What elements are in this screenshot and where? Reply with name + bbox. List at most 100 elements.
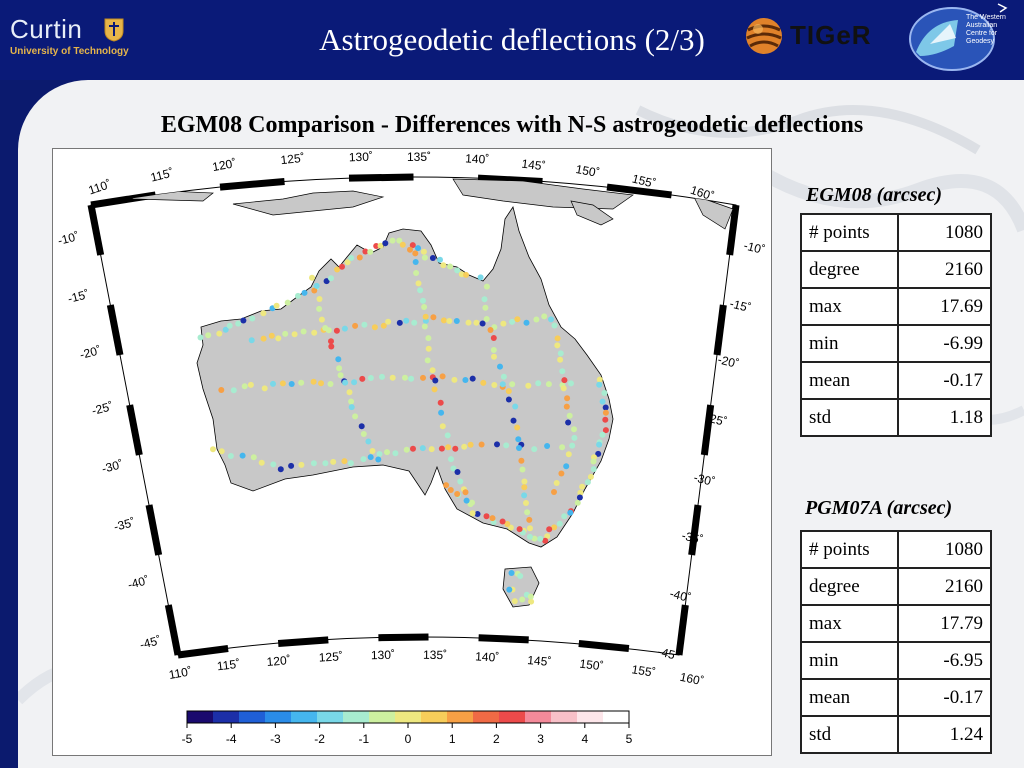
deflection-point	[413, 270, 420, 276]
colorbar-swatch	[499, 711, 526, 723]
deflection-point	[322, 325, 329, 331]
deflection-point	[396, 319, 403, 326]
latitude-label: -40˚	[126, 573, 150, 592]
deflection-point	[351, 379, 358, 386]
deflection-point	[467, 441, 474, 448]
stat-key: # points	[800, 213, 899, 252]
deflection-point	[541, 313, 548, 320]
deflection-point	[438, 409, 445, 416]
deflection-point	[389, 237, 396, 244]
deflection-point	[454, 469, 461, 475]
latitude-label: -15˚	[66, 287, 90, 306]
deflection-point	[451, 376, 458, 383]
deflection-point	[514, 316, 521, 323]
deflection-point	[515, 436, 522, 443]
deflection-point	[226, 322, 233, 329]
deflection-point	[298, 461, 305, 468]
deflection-point	[273, 302, 280, 309]
frame-segment	[477, 174, 543, 185]
deflection-point	[415, 280, 422, 287]
latitude-label: -25˚	[704, 410, 728, 429]
deflection-point	[260, 335, 267, 342]
deflection-point	[399, 241, 406, 248]
longitude-label: 135˚	[407, 150, 431, 164]
deflection-point	[505, 388, 512, 395]
curtin-shield-icon	[104, 18, 124, 42]
deflection-point	[521, 492, 528, 499]
deflection-point	[499, 381, 506, 388]
colorbar-tick-label: 5	[626, 732, 633, 746]
deflection-point	[553, 480, 560, 486]
deflection-point	[336, 365, 343, 372]
deflection-point	[310, 460, 317, 467]
deflection-point	[596, 376, 603, 383]
deflection-point	[561, 377, 568, 384]
deflection-point	[440, 262, 447, 269]
deflection-point	[318, 316, 325, 323]
frame-segment	[713, 304, 727, 356]
deflection-point	[230, 387, 237, 394]
colorbar-swatch	[213, 711, 240, 723]
table-row: min -6.95	[800, 641, 992, 680]
stat-key: min	[800, 324, 899, 363]
colorbar-swatch	[187, 711, 214, 723]
deflection-point	[557, 356, 564, 363]
deflection-point	[437, 399, 444, 406]
colorbar-swatch	[239, 711, 266, 723]
deflection-point	[545, 381, 552, 388]
deflection-point	[249, 315, 256, 322]
deflection-point	[548, 316, 554, 323]
stat-key: mean	[800, 678, 899, 717]
deflection-point	[554, 342, 561, 349]
frame-segment	[700, 404, 715, 456]
stat-value: 1080	[897, 213, 992, 252]
deflection-point	[358, 423, 365, 430]
frame-segment	[478, 634, 529, 644]
deflection-point	[554, 335, 561, 342]
deflection-point	[599, 398, 606, 405]
deflection-point	[444, 432, 451, 439]
longitude-labels-bottom: 110˚ 115˚ 120˚ 125˚ 130˚ 135˚ 140˚ 145˚ 150˚ 155˚…	[168, 648, 705, 689]
deflection-point	[341, 325, 348, 332]
latitude-label: -40˚	[668, 586, 692, 605]
deflection-point	[298, 379, 305, 386]
stat-value: -0.17	[897, 678, 992, 717]
colorbar-swatch	[551, 711, 578, 723]
deflection-point	[563, 463, 570, 470]
colorbar-swatch	[577, 711, 604, 723]
deflection-point	[487, 327, 494, 333]
colorbar-tick-label: 0	[405, 732, 412, 746]
deflection-point	[525, 382, 532, 389]
deflection-point	[579, 483, 586, 490]
frame-segment	[164, 604, 182, 656]
colorbar-tick-label: -4	[226, 732, 237, 746]
stat-value: -6.95	[897, 641, 992, 680]
longitude-label: 150˚	[579, 657, 605, 674]
stat-key: std	[800, 398, 899, 437]
colorbar-swatch	[525, 711, 552, 723]
pgm07a-table-title: PGM07A (arcsec)	[805, 497, 953, 519]
deflection-point	[463, 497, 470, 504]
deflection-point	[389, 374, 396, 381]
stat-value: 2160	[897, 567, 992, 606]
colorbar-tick-label: 2	[493, 732, 500, 746]
deflection-point	[412, 259, 419, 265]
egm08-table-title: EGM08 (arcsec)	[806, 184, 943, 206]
deflection-point	[227, 453, 234, 459]
map-frame-ticks	[87, 173, 740, 659]
curtin-wordmark: Curtin	[10, 14, 83, 44]
deflection-point	[348, 404, 355, 411]
deflection-point	[559, 368, 566, 375]
latitude-label: -20˚	[716, 352, 740, 371]
deflection-point	[479, 320, 486, 327]
deflection-points	[197, 237, 609, 605]
longitude-label: 110˚	[168, 664, 193, 682]
curtin-subtitle: University of Technology	[10, 46, 129, 57]
deflection-point	[474, 511, 481, 517]
deflection-point	[461, 443, 468, 450]
deflection-point	[462, 377, 469, 383]
longitude-label: 150˚	[575, 162, 601, 180]
deflection-point	[587, 473, 594, 480]
deflection-point	[531, 446, 538, 453]
deflection-point	[334, 266, 341, 273]
